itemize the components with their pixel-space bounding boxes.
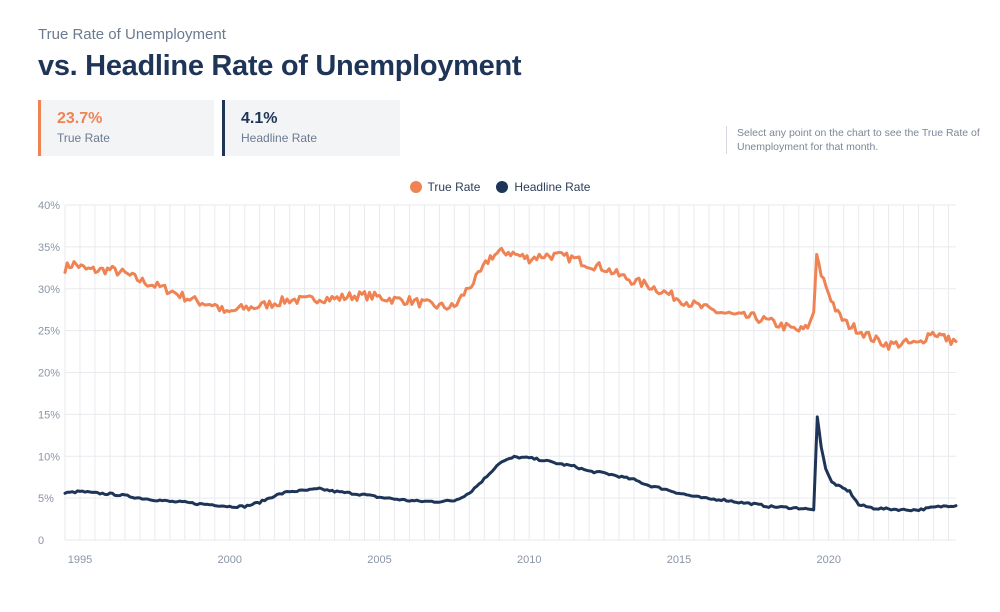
x-tick-label: 2010 xyxy=(517,554,541,566)
chart-subtitle: True Rate of Unemployment xyxy=(38,26,226,43)
y-tick-label: 25% xyxy=(38,326,60,338)
legend-dot-headline-rate xyxy=(496,181,509,193)
legend-dot-true-rate xyxy=(409,181,422,193)
y-tick-label: 30% xyxy=(38,284,60,296)
y-tick-label: 5% xyxy=(38,493,54,505)
headline-rate-value: 4.1% xyxy=(241,110,278,127)
x-tick-label: 1995 xyxy=(68,554,92,566)
true-rate-line[interactable] xyxy=(63,246,958,351)
legend-label-headline-rate: Headline Rate xyxy=(514,180,591,194)
y-tick-label: 35% xyxy=(38,242,60,254)
legend-label-true-rate: True Rate xyxy=(427,180,481,194)
y-tick-label: 10% xyxy=(38,451,60,463)
y-tick-label: 20% xyxy=(38,368,60,380)
x-tick-label: 2005 xyxy=(367,554,391,566)
headline-rate-label: Headline Rate xyxy=(241,131,318,145)
y-tick-label: 40% xyxy=(38,200,60,212)
headline-rate-card[interactable]: 4.1% Headline Rate xyxy=(222,100,400,156)
chart-hint: Select any point on the chart to see the… xyxy=(726,126,985,154)
x-tick-label: 2015 xyxy=(667,554,691,566)
x-tick-label: 2000 xyxy=(217,554,241,566)
y-tick-label: 0 xyxy=(38,535,44,547)
y-tick-label: 15% xyxy=(38,409,60,421)
true-rate-value: 23.7% xyxy=(57,110,103,127)
chart-legend: True Rate Headline Rate xyxy=(0,180,1000,194)
chart-title: vs. Headline Rate of Unemployment xyxy=(38,50,522,82)
headline-rate-line[interactable] xyxy=(63,415,958,513)
true-rate-label: True Rate xyxy=(57,131,110,145)
true-rate-card[interactable]: 23.7% True Rate xyxy=(38,100,214,156)
legend-item-true-rate[interactable]: True Rate xyxy=(409,180,481,194)
legend-item-headline-rate[interactable]: Headline Rate xyxy=(496,180,590,194)
x-tick-label: 2020 xyxy=(816,554,840,566)
